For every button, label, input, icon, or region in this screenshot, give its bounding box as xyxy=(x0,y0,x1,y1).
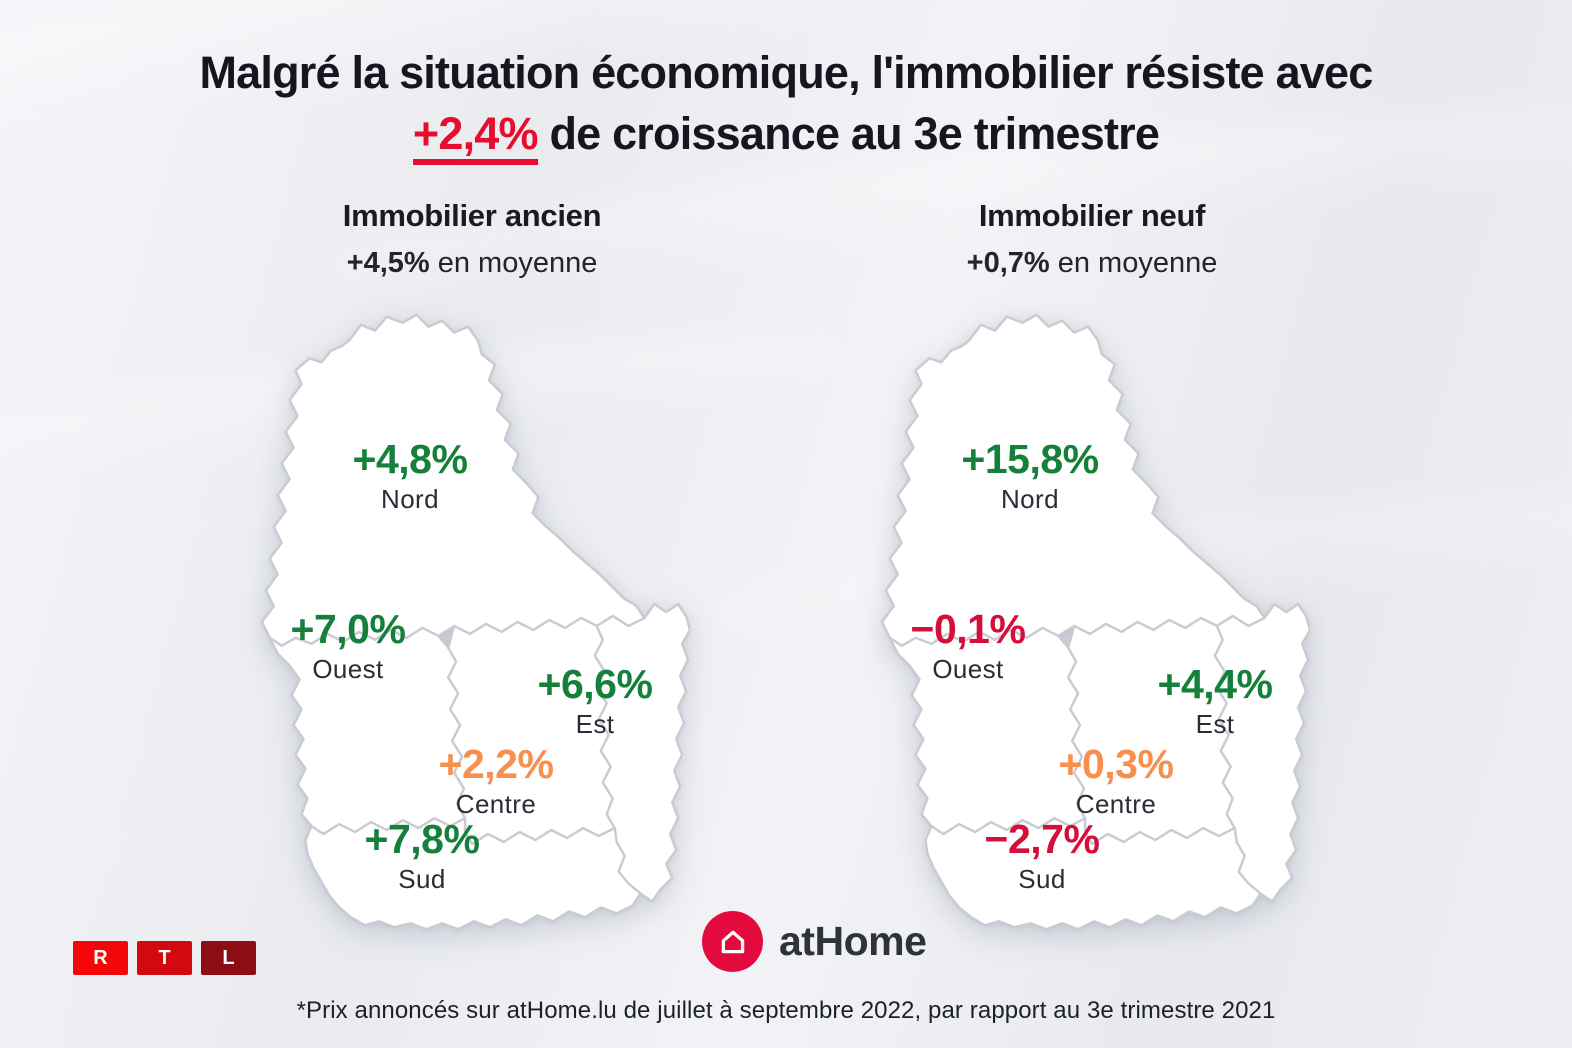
luxembourg-map-neuf: +15,8% Nord −0,1% Ouest +4,4% Est +0,3% … xyxy=(874,310,1310,936)
average-value: +4,5% xyxy=(346,247,430,279)
region-label-ouest: −0,1% Ouest xyxy=(911,608,1026,685)
panel-average: +4,5% en moyenne xyxy=(254,244,690,282)
rtl-logo: R T L xyxy=(73,941,256,975)
panel-immobilier-neuf: Immobilier neuf +0,7% en moyenne +15,8% … xyxy=(874,196,1310,936)
athome-logo: atHome xyxy=(702,911,927,972)
region-value: +15,8% xyxy=(961,436,1099,482)
region-value: +7,8% xyxy=(364,816,480,862)
growth-highlight: +2,4% xyxy=(412,110,539,165)
headline-line2: +2,4% de croissance au 3e trimestre xyxy=(0,103,1572,165)
region-name: Nord xyxy=(1001,484,1059,514)
panel-header: Immobilier neuf +0,7% en moyenne xyxy=(874,196,1310,282)
region-label-sud: −2,7% Sud xyxy=(985,818,1100,895)
region-label-centre: +0,3% Centre xyxy=(1059,743,1174,820)
region-name: Sud xyxy=(1018,864,1066,894)
region-name: Ouest xyxy=(932,654,1004,684)
headline-text: Malgré la situation économique, l'immobi… xyxy=(199,47,1374,98)
region-value: +2,2% xyxy=(438,741,554,787)
panel-title: Immobilier neuf xyxy=(978,198,1206,233)
region-value: −2,7% xyxy=(984,816,1100,862)
panel-immobilier-ancien: Immobilier ancien +4,5% en moyenne +4,8%… xyxy=(254,196,690,936)
rtl-logo-letter: T xyxy=(137,941,192,975)
source-footnote: *Prix annoncés sur atHome.lu de juillet … xyxy=(296,997,1276,1024)
rtl-logo-letter: R xyxy=(73,941,128,975)
region-label-nord: +15,8% Nord xyxy=(961,436,1099,515)
region-name: Est xyxy=(575,709,615,739)
region-label-centre: +2,2% Centre xyxy=(439,743,554,820)
average-value: +0,7% xyxy=(966,247,1050,279)
house-icon xyxy=(721,930,744,953)
region-value: +4,4% xyxy=(1157,661,1273,707)
region-label-sud: +7,8% Sud xyxy=(365,818,480,895)
average-suffix: en moyenne xyxy=(1049,247,1218,279)
region-value: +7,0% xyxy=(290,606,406,652)
headline-line1: Malgré la situation économique, l'immobi… xyxy=(0,42,1572,103)
region-name: Sud xyxy=(398,864,446,894)
region-value: +6,6% xyxy=(537,661,653,707)
region-label-est: +4,4% Est xyxy=(1158,663,1273,740)
rtl-logo-letter: L xyxy=(201,941,256,975)
region-label-nord: +4,8% Nord xyxy=(353,438,468,515)
average-suffix: en moyenne xyxy=(429,247,598,279)
region-name: Centre xyxy=(455,789,537,819)
region-value: +0,3% xyxy=(1058,741,1174,787)
headline-text-rest: de croissance au 3e trimestre xyxy=(537,108,1160,159)
panel-header: Immobilier ancien +4,5% en moyenne xyxy=(254,196,690,282)
region-label-est: +6,6% Est xyxy=(538,663,653,740)
panel-average: +0,7% en moyenne xyxy=(874,244,1310,282)
region-label-ouest: +7,0% Ouest xyxy=(291,608,406,685)
region-name: Ouest xyxy=(312,654,384,684)
region-name: Est xyxy=(1195,709,1235,739)
athome-wordmark: atHome xyxy=(779,918,927,964)
region-name: Nord xyxy=(381,484,439,514)
athome-house-icon xyxy=(702,911,763,972)
region-value: +4,8% xyxy=(352,436,468,482)
region-name: Centre xyxy=(1075,789,1157,819)
panel-title: Immobilier ancien xyxy=(342,198,602,233)
region-value: −0,1% xyxy=(910,606,1026,652)
headline: Malgré la situation économique, l'immobi… xyxy=(0,42,1572,165)
luxembourg-map-ancien: +4,8% Nord +7,0% Ouest +6,6% Est +2,2% C… xyxy=(254,310,690,936)
